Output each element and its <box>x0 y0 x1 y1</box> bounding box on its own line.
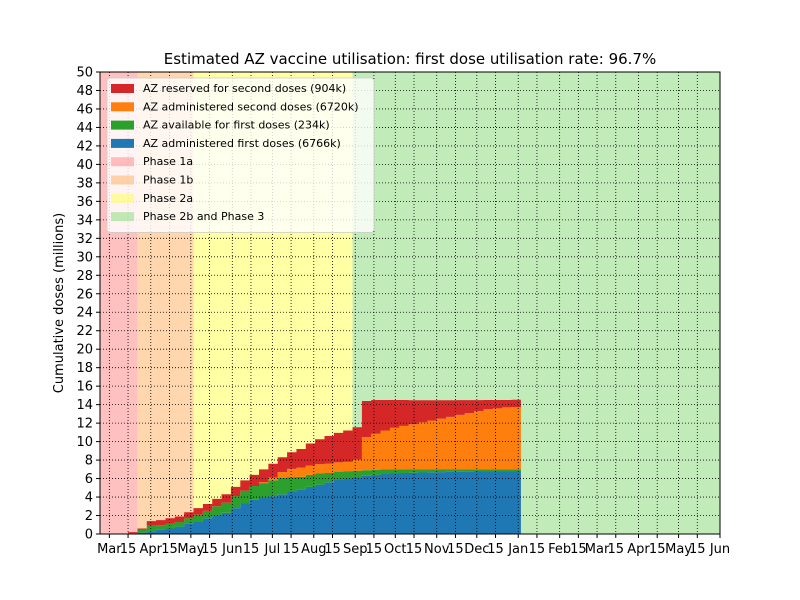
y-tick-label: 12 <box>76 417 93 432</box>
y-tick-label: 22 <box>76 324 93 339</box>
x-tick-label: 15 <box>366 542 383 557</box>
y-tick-label: 42 <box>76 139 93 154</box>
x-tick-label: Dec <box>464 542 489 557</box>
x-tick-label: 15 <box>324 542 341 557</box>
legend-label: Phase 1a <box>143 155 193 168</box>
y-tick-label: 40 <box>76 158 93 173</box>
legend-swatch <box>111 212 134 222</box>
x-tick-label: Jun <box>709 542 730 557</box>
y-tick-label: 26 <box>76 287 93 302</box>
x-tick-label: 15 <box>487 542 504 557</box>
legend-label: AZ administered first doses (6766k) <box>143 137 341 150</box>
y-tick-label: 14 <box>76 398 93 413</box>
legend-swatch <box>111 102 134 112</box>
x-tick-label: Apr <box>627 542 650 557</box>
y-tick-label: 8 <box>85 454 93 469</box>
x-tick-label: 15 <box>570 542 587 557</box>
legend-label: AZ reserved for second doses (904k) <box>143 82 346 95</box>
x-tick-label: Jun <box>221 542 242 557</box>
legend-swatch <box>111 84 134 93</box>
y-tick-label: 20 <box>76 343 93 358</box>
y-tick-label: 48 <box>76 84 93 99</box>
y-tick-label: 28 <box>76 269 93 284</box>
legend-box <box>106 77 375 233</box>
y-axis-label: Cumulative doses (millions) <box>52 213 67 393</box>
legend-label: AZ administered second doses (6720k) <box>143 100 359 113</box>
y-tick-label: 50 <box>76 66 93 81</box>
x-tick-label: May <box>665 542 692 557</box>
x-tick-label: Feb <box>548 542 571 557</box>
legend-label: AZ available for first doses (234k) <box>143 119 330 132</box>
x-tick-label: Oct <box>384 542 406 557</box>
y-tick-label: 32 <box>76 232 93 247</box>
series-area-2 <box>118 469 521 534</box>
legend-label: Phase 2a <box>143 192 193 205</box>
x-tick-label: 15 <box>529 542 546 557</box>
x-tick-label: May <box>177 542 204 557</box>
y-tick-label: 4 <box>85 491 93 506</box>
x-tick-label: Sep <box>343 542 368 557</box>
legend-label: Phase 1b <box>143 174 193 187</box>
y-tick-label: 24 <box>76 306 93 321</box>
x-tick-label: 15 <box>406 542 423 557</box>
y-tick-label: 36 <box>76 195 93 210</box>
y-tick-label: 38 <box>76 176 93 191</box>
legend: AZ reserved for second doses (904k) AZ ad… <box>106 77 375 233</box>
x-tick-label: Mar <box>585 542 610 557</box>
x-tick-label: 15 <box>447 542 464 557</box>
x-tick-label: Jan <box>507 542 528 557</box>
x-tick-label: 15 <box>161 542 178 557</box>
x-tick-label: 15 <box>283 542 300 557</box>
legend-swatch <box>111 138 134 148</box>
x-tick-label: 15 <box>201 542 218 557</box>
legend-label: Phase 2b and Phase 3 <box>143 210 264 223</box>
y-tick-label: 46 <box>76 102 93 117</box>
x-tick-label: Mar <box>97 542 122 557</box>
y-tick-label: 18 <box>76 361 93 376</box>
x-tick-label: 15 <box>649 542 666 557</box>
series-area-3 <box>118 407 521 534</box>
axes: 0246810121416182022242628303234363840424… <box>76 66 730 558</box>
y-tick-label: 10 <box>76 435 93 450</box>
y-tick-label: 16 <box>76 380 93 395</box>
grid <box>100 72 720 534</box>
y-tick-label: 34 <box>76 213 93 228</box>
chart-title: Estimated AZ vaccine utilisation: first … <box>164 50 656 68</box>
series-area-4 <box>118 399 521 534</box>
y-tick-label: 2 <box>85 509 93 524</box>
y-tick-label: 6 <box>85 472 93 487</box>
x-tick-label: Jul <box>264 542 281 557</box>
y-tick-label: 0 <box>85 528 93 543</box>
legend-swatch <box>111 175 134 185</box>
legend-swatch <box>111 193 134 203</box>
series-layer <box>118 399 521 534</box>
legend-swatch <box>111 157 134 167</box>
series-area-1 <box>118 471 521 534</box>
x-tick-label: Aug <box>301 542 326 557</box>
legend-swatch <box>111 120 134 130</box>
x-tick-label: 15 <box>120 542 137 557</box>
y-tick-label: 30 <box>76 250 93 265</box>
x-tick-label: Nov <box>424 542 450 557</box>
x-tick-label: Apr <box>140 542 163 557</box>
x-tick-label: 15 <box>608 542 625 557</box>
x-tick-label: 15 <box>243 542 260 557</box>
x-tick-label: 15 <box>689 542 706 557</box>
plot-frame <box>99 71 721 535</box>
y-tick-label: 44 <box>76 121 93 136</box>
